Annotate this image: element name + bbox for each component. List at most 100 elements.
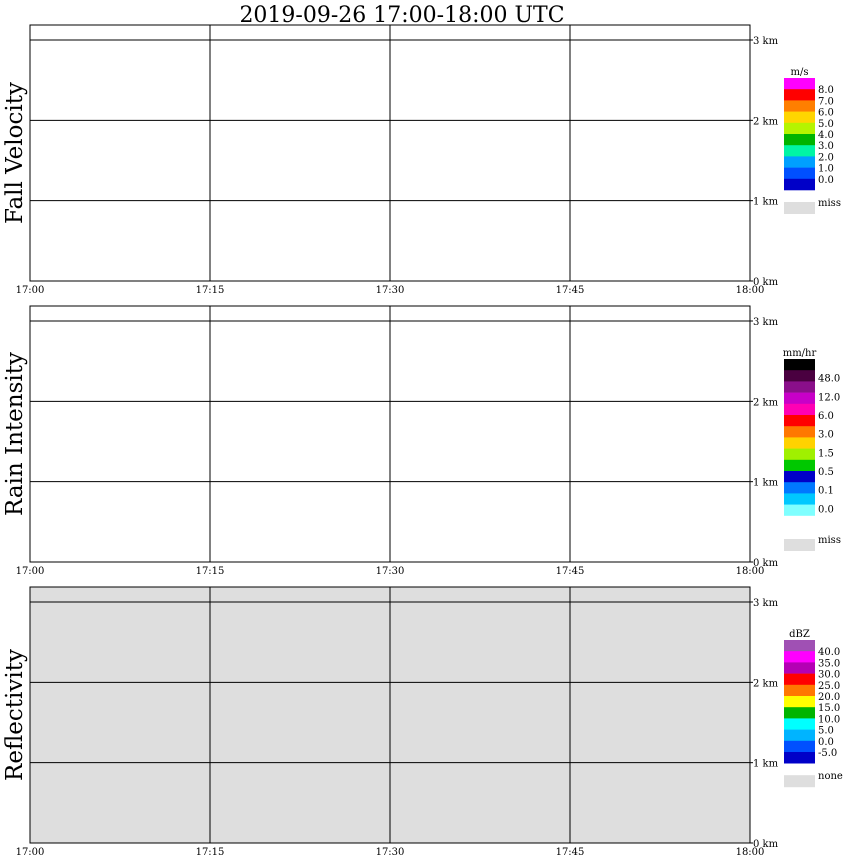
y-tick-label: 3 km <box>753 36 779 47</box>
legend-label: 7.0 <box>818 96 834 107</box>
legend-label: 15.0 <box>818 703 840 714</box>
legend-label: 4.0 <box>818 130 834 141</box>
figure-title: 2019-09-26 17:00-18:00 UTC <box>239 3 564 28</box>
legend-swatch <box>784 752 815 764</box>
legend-swatch <box>784 156 815 168</box>
panel-0: 0 km 1 km 2 km 3 km 17:00 17:15 17:30 17:45 18:0… <box>2 24 841 296</box>
y-tick-label: 1 km <box>753 759 779 770</box>
y-tick-label: 2 km <box>753 678 779 689</box>
panel-2: 0 km 1 km 2 km 3 km 17:00 17:15 17:30 17:45 18:0… <box>2 586 843 858</box>
legend-swatch <box>784 684 815 697</box>
y-axis-label: Fall Velocity <box>2 82 28 224</box>
legend-label: 30.0 <box>818 670 840 681</box>
x-tick-label: 17:45 <box>556 285 585 296</box>
legend-swatch <box>784 448 815 461</box>
legend-swatch <box>784 145 815 157</box>
panel-frame <box>29 586 751 844</box>
legend-swatch <box>784 437 815 449</box>
panel-frame <box>29 305 751 563</box>
legend-swatch <box>784 178 815 191</box>
legend-swatch <box>784 415 815 427</box>
legend-swatch <box>784 471 815 483</box>
legend-label: 35.0 <box>818 658 840 669</box>
legend-label: 6.0 <box>818 108 834 119</box>
legend-missing-label: miss <box>818 198 841 209</box>
legend-swatch <box>784 696 815 708</box>
legend-label: 2.0 <box>818 152 834 163</box>
y-axis-label: Reflectivity <box>2 649 28 781</box>
legend-label: 0.0 <box>818 504 834 515</box>
legend-label: 1.0 <box>818 164 834 175</box>
legend-swatch <box>784 134 815 146</box>
y-tick-label: 1 km <box>753 197 779 208</box>
legend-label: 40.0 <box>818 647 840 658</box>
legend-label: 3.0 <box>818 141 834 152</box>
legend-swatch <box>784 167 815 180</box>
legend-label: 3.0 <box>818 430 834 441</box>
legend-swatch <box>784 78 815 90</box>
x-tick-label: 17:15 <box>196 847 225 858</box>
legend-swatch <box>784 707 815 719</box>
y-tick-label: 0 km <box>753 839 779 850</box>
legend-swatch <box>784 100 815 112</box>
legend-swatch <box>784 392 815 405</box>
legend-swatch <box>784 718 815 730</box>
x-tick-label: 17:30 <box>376 285 405 296</box>
legend-swatch <box>784 89 815 101</box>
y-tick-label: 0 km <box>753 558 779 569</box>
legend-swatch <box>784 640 815 652</box>
legend-label: 12.0 <box>818 392 840 403</box>
legend-label: 8.0 <box>818 85 834 96</box>
legend-swatch <box>784 493 815 505</box>
y-tick-label: 0 km <box>753 277 779 288</box>
legend-swatch <box>784 729 815 742</box>
x-tick-label: 18:00 <box>736 847 765 858</box>
legend-missing-swatch <box>784 775 815 788</box>
legend-label: 0.0 <box>818 175 834 186</box>
legend-unit: m/s <box>791 67 809 78</box>
x-tick-label: 17:45 <box>556 847 585 858</box>
panel-1: 0 km 1 km 2 km 3 km 17:00 17:15 17:30 17:45 18:0… <box>2 305 841 577</box>
legend-swatch <box>784 651 815 663</box>
legend-label: 10.0 <box>818 714 840 725</box>
legend-unit: mm/hr <box>783 348 817 359</box>
legend-missing-swatch <box>784 202 815 214</box>
legend-swatch <box>784 662 815 674</box>
legend-label: 20.0 <box>818 692 840 703</box>
legend-label: 1.5 <box>818 448 834 459</box>
legend-swatch <box>784 359 815 371</box>
legend-swatch <box>784 482 815 494</box>
y-tick-label: 3 km <box>753 317 779 328</box>
panel-frame <box>29 24 751 282</box>
legend-swatch <box>784 403 815 416</box>
x-tick-label: 17:15 <box>196 285 225 296</box>
legend-label: 5.0 <box>818 119 834 130</box>
legend-label: 6.0 <box>818 411 834 422</box>
legend-swatch <box>784 426 815 438</box>
legend-swatch <box>784 381 815 393</box>
legend-label: -5.0 <box>818 748 837 759</box>
legend-missing-swatch <box>784 539 815 551</box>
legend-label: 25.0 <box>818 681 840 692</box>
x-tick-label: 17:00 <box>16 285 45 296</box>
legend-missing-label: miss <box>818 535 841 546</box>
x-tick-label: 17:30 <box>376 566 405 577</box>
x-tick-label: 17:45 <box>556 566 585 577</box>
x-tick-label: 17:15 <box>196 566 225 577</box>
legend-label: 5.0 <box>818 726 834 737</box>
legend-swatch <box>784 122 815 135</box>
x-tick-label: 17:00 <box>16 566 45 577</box>
legend-swatch <box>784 673 815 686</box>
y-tick-label: 3 km <box>753 598 779 609</box>
y-axis-label: Rain Intensity <box>2 352 28 516</box>
legend-swatch <box>784 504 815 517</box>
legend-missing-label: none <box>818 771 843 782</box>
legend-label: 0.5 <box>818 467 834 478</box>
legend-unit: dBZ <box>789 629 810 640</box>
legend-swatch <box>784 370 815 382</box>
legend-swatch <box>784 111 815 124</box>
y-tick-label: 2 km <box>753 116 779 127</box>
y-tick-label: 2 km <box>753 397 779 408</box>
legend-swatch <box>784 515 815 528</box>
